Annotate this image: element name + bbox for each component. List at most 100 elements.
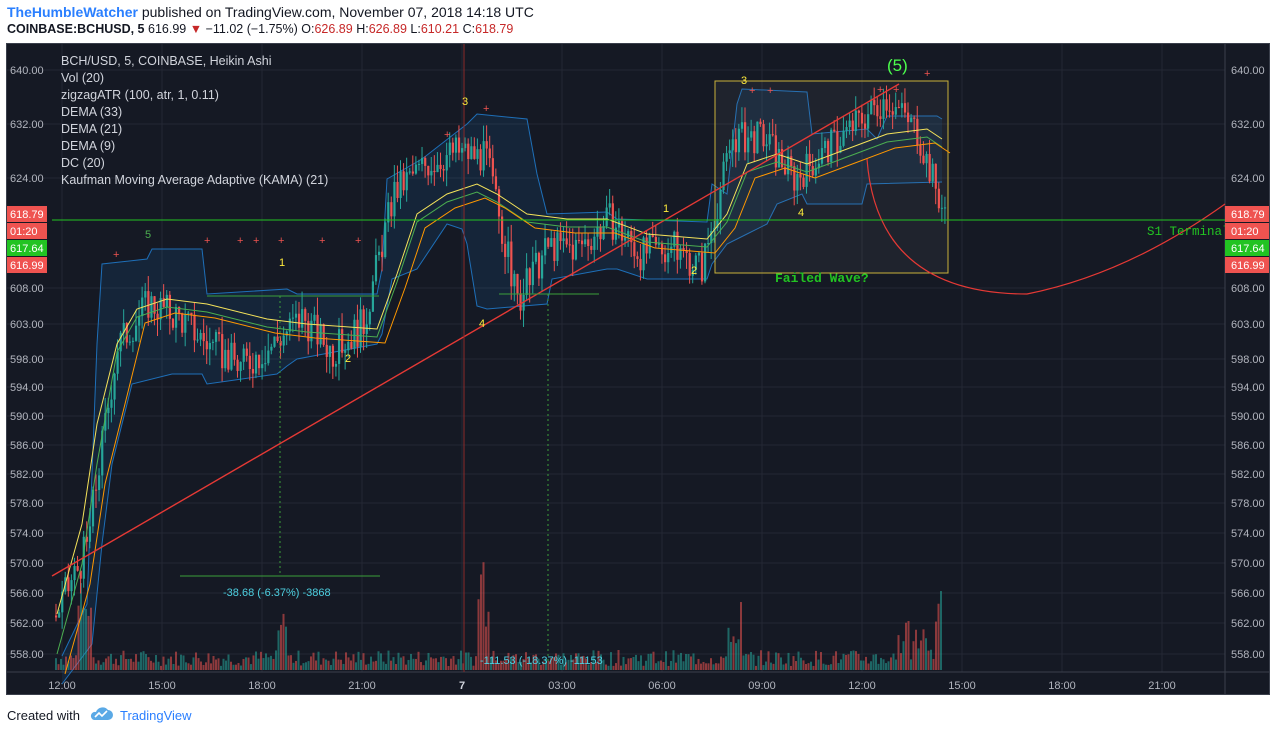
candle-body xyxy=(442,169,445,171)
candle-body xyxy=(510,241,513,287)
volume-bar xyxy=(597,650,600,670)
volume-bar xyxy=(417,651,420,670)
volume-bar xyxy=(790,665,792,670)
volume-bar xyxy=(695,664,697,670)
volume-bar xyxy=(410,653,412,670)
candle-body xyxy=(325,344,328,357)
candle-body xyxy=(907,112,910,123)
candle-body xyxy=(445,155,448,171)
candle-body xyxy=(550,238,553,247)
measure-label-1: -38.68 (-6.37%) -3868 xyxy=(223,587,331,599)
chart-pane[interactable]: 640.00 640.00 632.00 632.00 624.00 624.00 608.… xyxy=(6,43,1270,695)
candle-body xyxy=(199,332,202,340)
price-chart[interactable]: 640.00 640.00 632.00 632.00 624.00 624.00 608.… xyxy=(7,44,1270,695)
volume-bar xyxy=(402,656,405,670)
tradingview-cloud-logo-icon[interactable] xyxy=(88,706,114,725)
candle-body xyxy=(454,137,458,153)
candle-body xyxy=(879,116,882,119)
volume-bar xyxy=(57,664,60,670)
volume-bar xyxy=(895,659,897,670)
wave-label: 5 xyxy=(145,229,151,241)
candle-body xyxy=(673,231,676,247)
volume-bar xyxy=(175,651,177,670)
candle-body xyxy=(476,149,479,159)
candle-body xyxy=(245,348,248,356)
price-tag-left xyxy=(7,206,47,222)
volume-bar xyxy=(420,662,422,670)
volume-bar xyxy=(117,665,120,670)
volume-bar xyxy=(235,664,237,670)
volume-bar xyxy=(715,663,717,670)
candle-body xyxy=(430,170,433,176)
volume-bar xyxy=(495,660,497,670)
candle-body xyxy=(910,117,913,123)
candle-body xyxy=(842,130,845,146)
volume-bar xyxy=(140,652,142,670)
price-axis-label-left: 624.00 xyxy=(10,173,44,185)
volume-bar xyxy=(452,656,455,670)
volume-bar xyxy=(912,641,915,670)
candle-body xyxy=(187,312,190,314)
candle-body xyxy=(934,163,937,189)
price-axis-label-right: 624.00 xyxy=(1231,173,1265,185)
candle-body xyxy=(694,255,697,270)
volume-bar xyxy=(115,658,117,670)
volume-bar xyxy=(460,650,462,670)
triangle-down-icon: ▼ xyxy=(189,22,203,36)
volume-bar xyxy=(122,650,125,670)
volume-bar xyxy=(682,661,685,670)
candle-body xyxy=(337,329,341,364)
candle-body xyxy=(405,172,408,191)
volume-bar xyxy=(675,662,677,670)
candle-body xyxy=(101,430,104,476)
candle-body xyxy=(885,99,888,111)
candle-body xyxy=(239,361,242,371)
candle-body xyxy=(848,120,851,128)
volume-bar xyxy=(445,658,447,670)
volume-bar xyxy=(242,658,245,670)
volume-bar xyxy=(497,663,500,670)
volume-bar xyxy=(680,652,682,670)
volume-bar xyxy=(762,665,765,670)
candle-body xyxy=(916,118,919,146)
volume-bar xyxy=(170,656,172,670)
price-tag-right xyxy=(1225,206,1269,222)
created-with-label: Created with xyxy=(7,708,80,723)
volume-bar xyxy=(600,654,602,670)
volume-bar xyxy=(712,664,715,670)
price-axis-label-left: 566.00 xyxy=(10,588,44,600)
volume-bar xyxy=(522,659,525,670)
wave-label: 3 xyxy=(462,96,468,108)
volume-bar xyxy=(385,663,387,670)
volume-bar xyxy=(437,662,440,670)
candle-body xyxy=(590,246,593,250)
volume-bar xyxy=(655,663,657,670)
volume-bar xyxy=(412,658,415,670)
volume-bar xyxy=(770,662,772,670)
candle-body xyxy=(464,143,467,149)
volume-bar xyxy=(835,651,837,670)
volume-bar xyxy=(255,651,257,670)
candle-body xyxy=(91,489,95,527)
price-axis-label-left: 594.00 xyxy=(10,382,44,394)
volume-bar xyxy=(865,656,867,670)
pivot-marker: + xyxy=(924,68,930,80)
price-axis-label-left: 603.00 xyxy=(10,319,44,331)
candle-body xyxy=(740,122,744,129)
author-link[interactable]: TheHumbleWatcher xyxy=(7,4,138,20)
price-axis-label-right: 566.00 xyxy=(1231,588,1265,600)
volume-bar xyxy=(472,665,475,670)
candle-body xyxy=(301,309,304,328)
volume-bar xyxy=(130,658,132,670)
volume-bar xyxy=(662,662,665,670)
volume-bar xyxy=(620,665,622,670)
tradingview-link[interactable]: TradingView xyxy=(119,708,192,723)
kama-line xyxy=(64,142,951,675)
candle-body xyxy=(98,475,101,491)
price-axis-label-right: 640.00 xyxy=(1231,65,1265,77)
candle-body xyxy=(891,111,894,115)
candle-body xyxy=(836,131,839,153)
price-axis-label-right: 570.00 xyxy=(1231,558,1265,570)
candle-body xyxy=(270,346,273,351)
candle-body xyxy=(279,341,282,346)
